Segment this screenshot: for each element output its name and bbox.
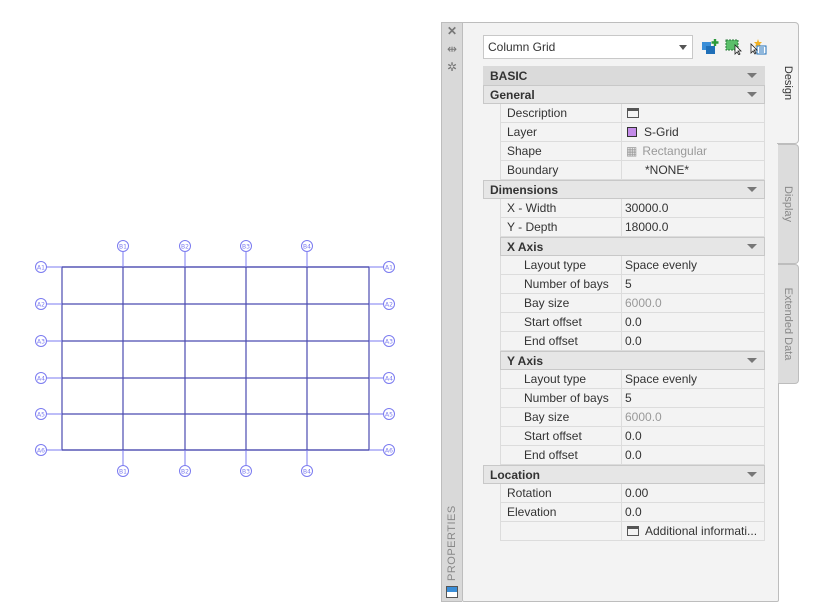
- grid-bubble-label: B1: [119, 469, 127, 476]
- grid-bubble: [179, 465, 191, 477]
- grid-icon: ▦: [626, 144, 638, 158]
- grid-bubble-label: A2: [37, 302, 45, 309]
- grid-bubble: [383, 372, 395, 384]
- prop-shape[interactable]: Shape ▦ Rectangular: [500, 142, 765, 161]
- layer-color-swatch: [627, 127, 637, 137]
- grid-bubble-label: B4: [303, 469, 311, 476]
- grid-bubble-label: B2: [181, 244, 189, 251]
- prop-x-end-offset[interactable]: End offset 0.0: [500, 332, 765, 351]
- section-basic[interactable]: BASIC: [483, 66, 765, 85]
- grid-bubble: [35, 444, 47, 456]
- prop-y-start-offset[interactable]: Start offset 0.0: [500, 427, 765, 446]
- grid-bubble: [383, 335, 395, 347]
- section-dimensions[interactable]: Dimensions: [483, 180, 765, 199]
- section-x-axis[interactable]: X Axis: [500, 237, 765, 256]
- object-type-dropdown[interactable]: Column Grid: [483, 35, 693, 59]
- section-general[interactable]: General: [483, 85, 765, 104]
- grid-bubble-label: A4: [37, 376, 45, 383]
- tab-design[interactable]: Design: [777, 22, 799, 144]
- grid-bubble-label: B2: [181, 469, 189, 476]
- grid-bubble: [383, 298, 395, 310]
- prop-y-number-of-bays[interactable]: Number of bays 5: [500, 389, 765, 408]
- properties-icon[interactable]: [446, 586, 458, 598]
- prop-y-bay-size[interactable]: Bay size 6000.0: [500, 408, 765, 427]
- prop-boundary[interactable]: Boundary *NONE*: [500, 161, 765, 180]
- prop-y-layout-type[interactable]: Layout type Space evenly: [500, 370, 765, 389]
- grid-bubble-label: A2: [385, 302, 393, 309]
- select-objects-icon[interactable]: [725, 39, 743, 55]
- properties-panel: Column Grid BASIC General Description La…: [462, 22, 779, 602]
- prop-x-layout-type[interactable]: Layout type Space evenly: [500, 256, 765, 275]
- collapse-icon: [747, 244, 757, 249]
- auto-hide-icon[interactable]: ⇹: [446, 42, 458, 56]
- section-y-axis[interactable]: Y Axis: [500, 351, 765, 370]
- grid-bubble-label: A3: [385, 339, 393, 346]
- grid-bubble-label: B4: [303, 244, 311, 251]
- grid-bubble-label: B3: [242, 244, 250, 251]
- palette-titlebar: ✕ ⇹ ✲ PROPERTIES: [441, 22, 462, 602]
- grid-bubble-label: A3: [37, 339, 45, 346]
- collapse-icon: [747, 358, 757, 363]
- grid-bubble-label: A6: [37, 448, 45, 455]
- grid-bubble: [301, 240, 313, 252]
- settings-icon[interactable]: ✲: [446, 60, 458, 74]
- prop-x-width[interactable]: X - Width 30000.0: [500, 199, 765, 218]
- quick-select-icon[interactable]: [749, 39, 767, 55]
- grid-bubble: [179, 240, 191, 252]
- tab-display[interactable]: Display: [778, 144, 799, 264]
- grid-bubble: [240, 465, 252, 477]
- collapse-icon: [747, 73, 757, 78]
- object-type-value: Column Grid: [488, 40, 556, 54]
- grid-bubble-label: A4: [385, 376, 393, 383]
- grid-bubble-label: A5: [385, 412, 393, 419]
- grid-bubble-label: B3: [242, 469, 250, 476]
- grid-bubble: [35, 408, 47, 420]
- worksheet-icon[interactable]: [627, 526, 639, 536]
- palette-title: PROPERTIES: [446, 505, 458, 581]
- prop-x-bay-size[interactable]: Bay size 6000.0: [500, 294, 765, 313]
- prop-layer[interactable]: Layer S-Grid: [500, 123, 765, 142]
- grid-bubble: [383, 261, 395, 273]
- grid-boundary: [61, 266, 370, 451]
- collapse-icon: [747, 187, 757, 192]
- grid-bubble: [117, 465, 129, 477]
- prop-y-depth[interactable]: Y - Depth 18000.0: [500, 218, 765, 237]
- prop-x-start-offset[interactable]: Start offset 0.0: [500, 313, 765, 332]
- grid-bubble: [383, 444, 395, 456]
- grid-bubble-label: A1: [37, 265, 45, 272]
- column-grid-drawing[interactable]: A1 A1 A2 A2 A3 A3 A4 A4 A5 A5 A6 A6 B1 B1 B2 B2 B3 B3 B4 B4: [0, 0, 420, 500]
- worksheet-icon[interactable]: [627, 108, 639, 118]
- grid-bubble: [35, 335, 47, 347]
- close-icon[interactable]: ✕: [446, 24, 458, 38]
- grid-bubble-label: A5: [37, 412, 45, 419]
- add-to-selection-icon[interactable]: [701, 39, 719, 55]
- prop-additional-information[interactable]: Additional informati...: [500, 522, 765, 541]
- grid-bubble: [301, 465, 313, 477]
- grid-bubble-label: B1: [119, 244, 127, 251]
- grid-bubble: [35, 261, 47, 273]
- prop-y-end-offset[interactable]: End offset 0.0: [500, 446, 765, 465]
- prop-description[interactable]: Description: [500, 104, 765, 123]
- property-grid: BASIC General Description Layer S-Grid Sh…: [483, 66, 765, 541]
- prop-x-number-of-bays[interactable]: Number of bays 5: [500, 275, 765, 294]
- grid-bubble: [117, 240, 129, 252]
- grid-bubble: [240, 240, 252, 252]
- tab-extended-data[interactable]: Extended Data: [778, 264, 799, 384]
- grid-bubble-label: A1: [385, 265, 393, 272]
- prop-elevation[interactable]: Elevation 0.0: [500, 503, 765, 522]
- prop-rotation[interactable]: Rotation 0.00: [500, 484, 765, 503]
- collapse-icon: [747, 92, 757, 97]
- chevron-down-icon: [679, 45, 687, 50]
- section-location[interactable]: Location: [483, 465, 765, 484]
- grid-bubble: [383, 408, 395, 420]
- collapse-icon: [747, 472, 757, 477]
- grid-bubble: [35, 298, 47, 310]
- grid-bubble: [35, 372, 47, 384]
- grid-bubble-label: A6: [385, 448, 393, 455]
